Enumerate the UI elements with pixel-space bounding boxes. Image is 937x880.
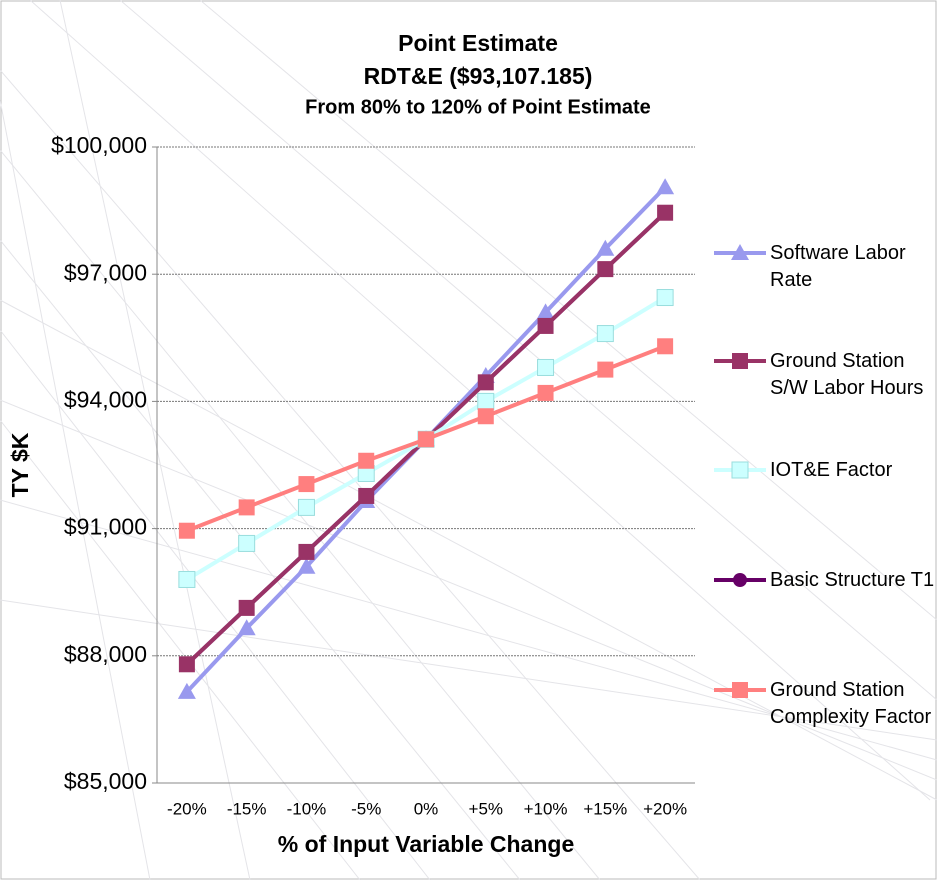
y-axis-label: TY $K [7,432,33,497]
chart-subtitle: RDT&E ($93,107.185) [364,63,593,89]
legend-label: Software Labor Rate [770,242,906,291]
chart-subtitle-2: From 80% to 120% of Point Estimate [305,96,651,118]
legend-symbol [714,573,766,587]
data-point [597,361,614,378]
data-point [596,325,614,343]
x-tick-label: -20% [167,799,207,818]
data-point [298,476,315,493]
data-point [537,317,554,334]
data-point [298,543,315,560]
data-point [238,599,255,616]
data-point [656,178,675,195]
data-point [178,522,195,539]
x-tick-label: +5% [469,799,504,818]
data-point [358,452,375,469]
legend-marker [731,461,749,479]
data-point [297,498,315,516]
legend-item: Ground Station S/W Labor Hours [712,348,934,438]
legend-marker [732,682,748,698]
y-tick-label: $85,000 [64,768,147,794]
legend-label: IOT&E Factor [770,459,893,481]
legend-item: Ground Station Complexity Factor [712,677,934,767]
y-tick-label: $88,000 [64,641,147,667]
data-point [477,374,494,391]
x-tick-label: -5% [351,799,381,818]
data-point [178,656,195,673]
legend-marker [733,573,747,587]
legend-item: Basic Structure T1 [712,567,934,657]
legend-symbol [714,353,766,369]
legend-label: Ground Station S/W Labor Hours [770,350,924,399]
data-point [537,358,555,376]
x-tick-label: 0% [414,799,439,818]
y-tick-label: $100,000 [51,132,147,158]
data-point [656,289,674,307]
x-tick-label: -15% [227,799,267,818]
legend-label: Ground Station Complexity Factor [770,679,932,728]
x-axis-label: % of Input Variable Change [278,831,574,857]
data-point [477,408,494,425]
data-point [596,239,615,256]
data-point [238,534,256,552]
x-tick-label: +15% [583,799,627,818]
data-point [358,487,375,504]
data-point [597,261,614,278]
chart-title: Point Estimate [398,30,558,56]
data-point [237,619,256,636]
legend-label: Basic Structure T1 [770,569,935,591]
data-point [238,499,255,516]
legend-marker [731,244,749,260]
x-tick-label: +10% [524,799,568,818]
data-point [477,392,495,410]
data-point [418,431,434,448]
data-point [178,570,196,588]
x-tick-label: +20% [643,799,687,818]
legend-symbol [714,682,766,698]
legend-symbol [714,461,766,479]
y-tick-label: $91,000 [64,514,147,540]
y-tick-label: $97,000 [64,259,147,285]
data-point [657,338,674,355]
data-point [537,384,554,401]
y-tick-label: $94,000 [64,386,147,412]
data-point [657,204,674,221]
data-point [297,557,316,574]
legend-item: Software Labor Rate [712,240,934,330]
legend-symbol [714,244,766,260]
x-tick-label: -10% [287,799,327,818]
legend-marker [732,353,748,369]
data-point [177,682,196,699]
data-point [536,303,555,320]
legend-item: IOT&E Factor [712,457,934,547]
